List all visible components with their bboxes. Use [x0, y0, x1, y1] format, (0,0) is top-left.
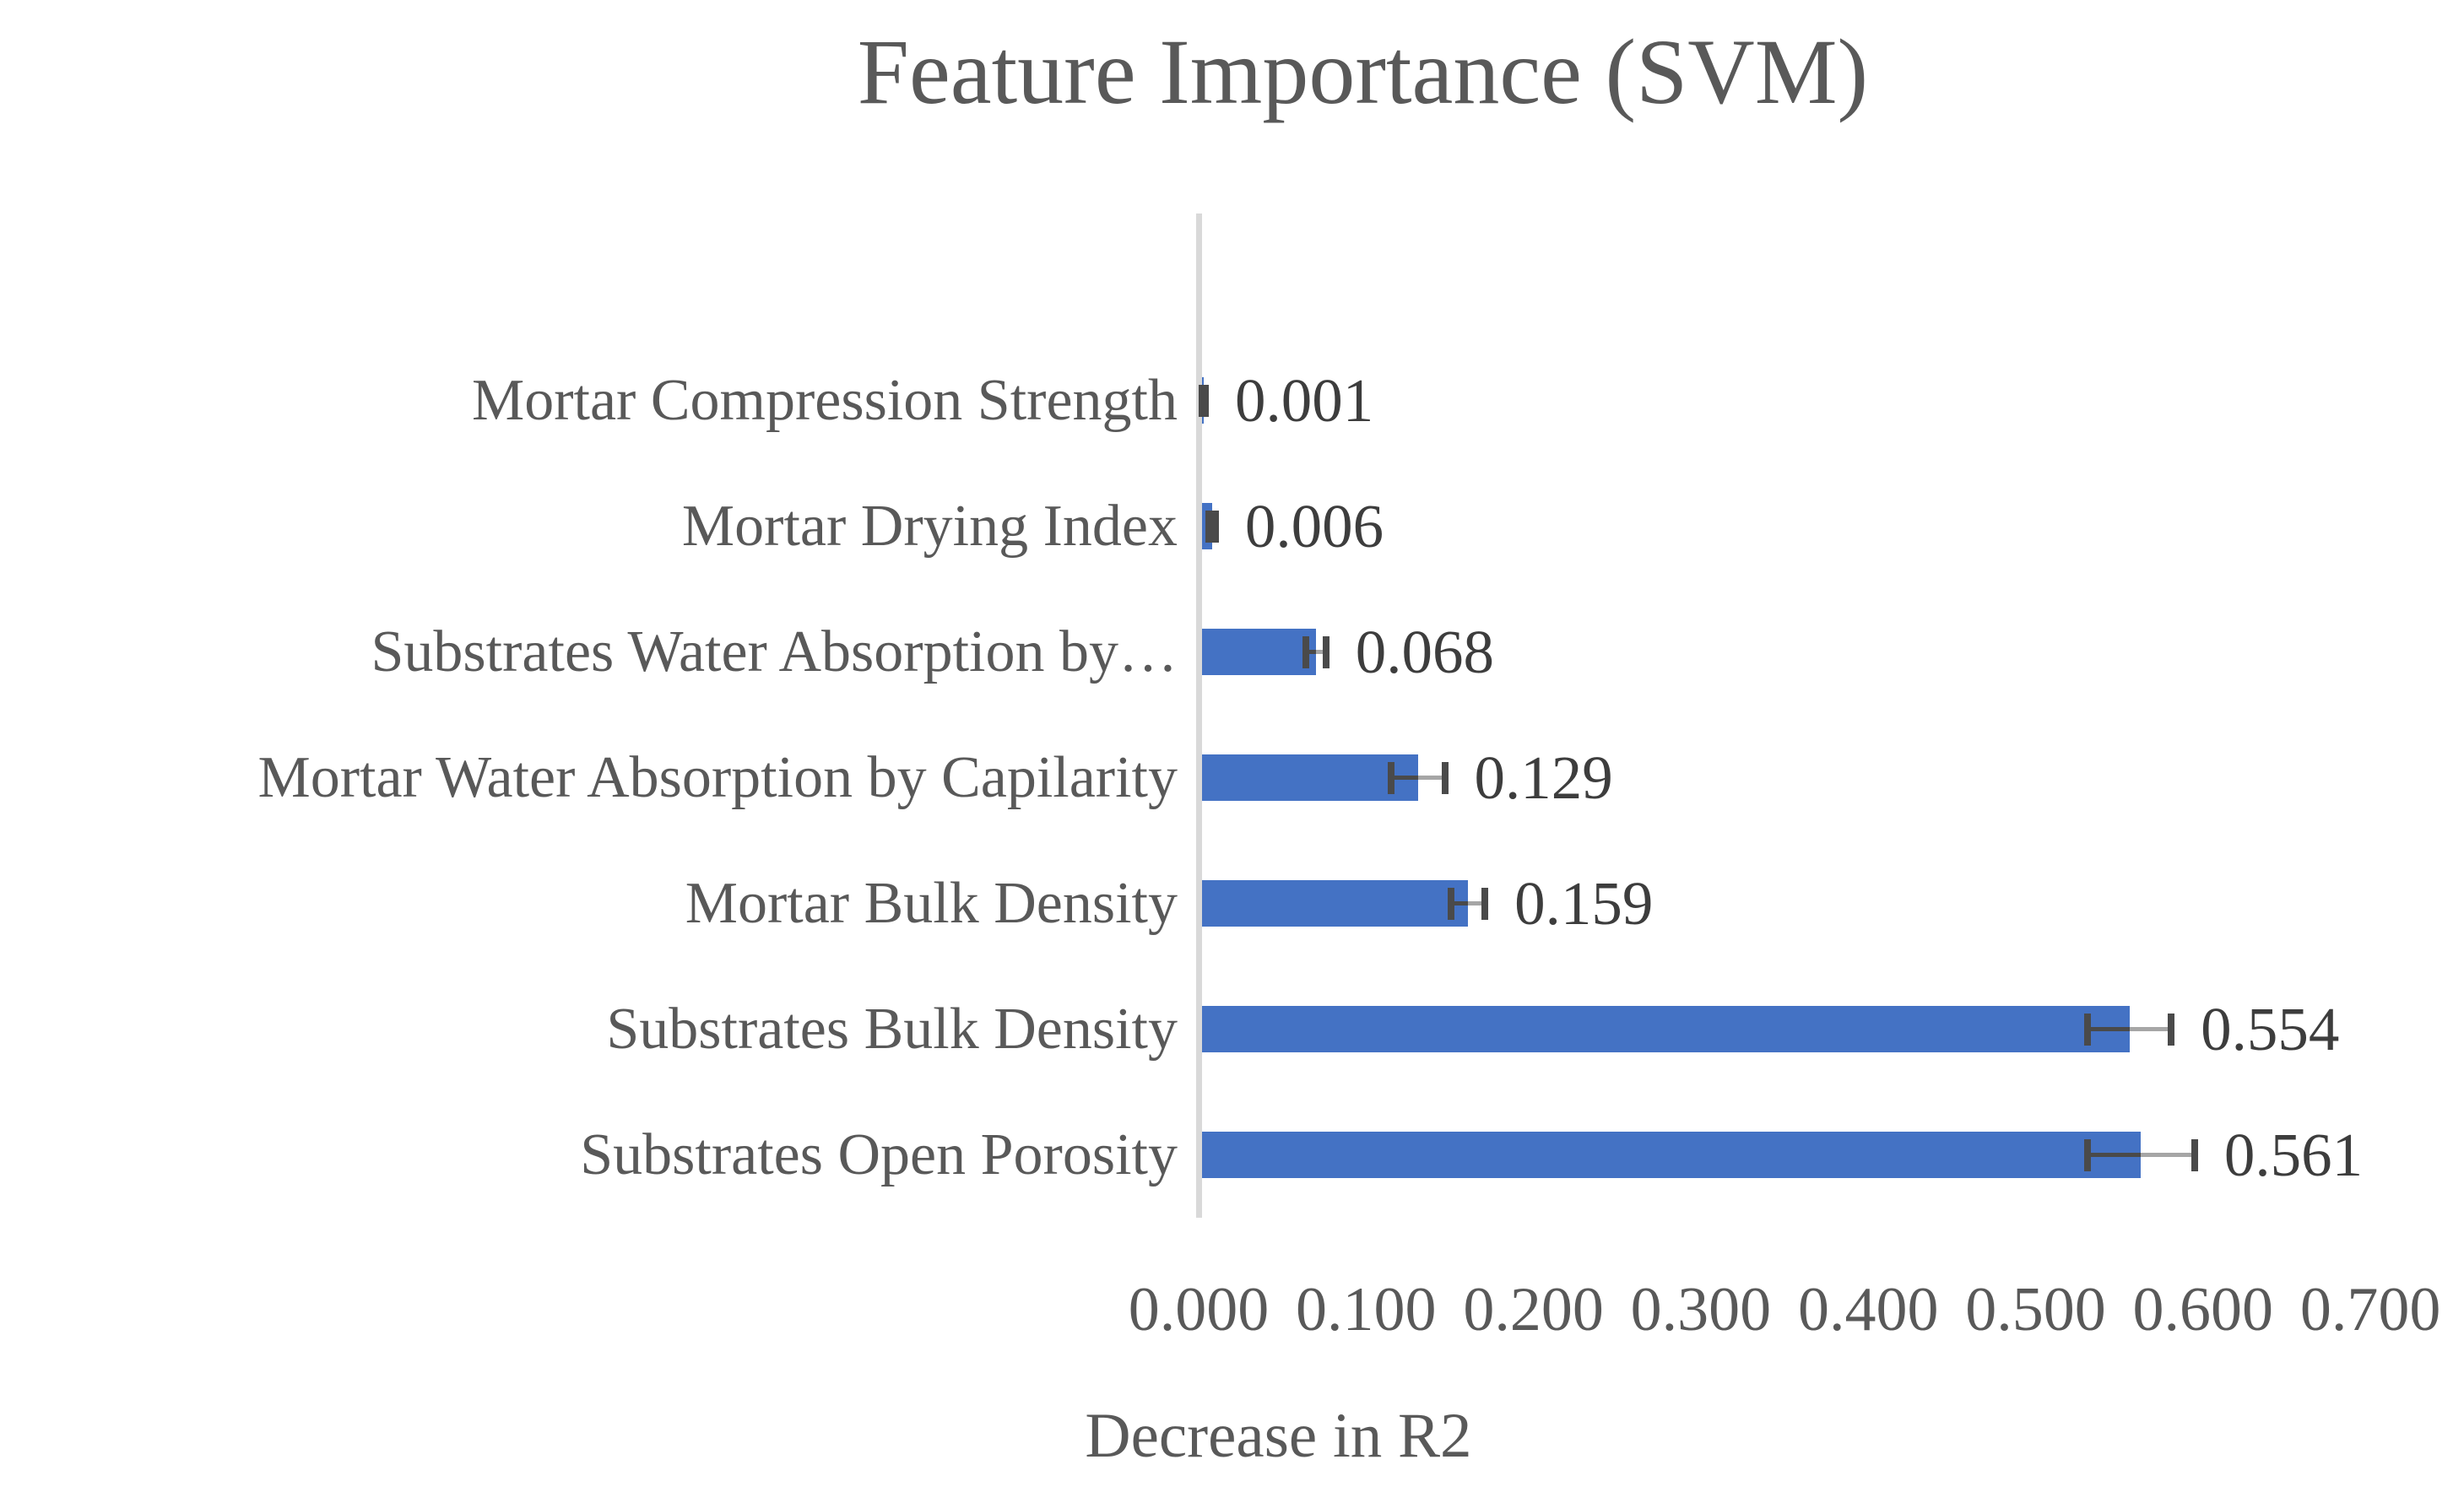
value-label: 0.129	[1474, 743, 1613, 812]
error-bar-right-cap	[1481, 887, 1489, 920]
error-bar-whisker-outer	[2129, 1027, 2172, 1031]
error-bar-left-cap	[1388, 761, 1395, 794]
bar	[1202, 1006, 2130, 1052]
x-tick-label: 0.300	[1630, 1275, 1772, 1344]
value-label: 0.006	[1244, 491, 1384, 560]
category-label: Substrates Bulk Density	[606, 996, 1178, 1062]
bar	[1202, 1132, 2142, 1178]
error-bar-whisker-outer	[1417, 776, 1445, 780]
x-tick-label: 0.100	[1296, 1275, 1437, 1344]
error-bar-whisker-outer	[1468, 901, 1486, 905]
error-bar-right-cap	[1322, 635, 1329, 668]
category-label: Mortar Compression Strength	[471, 367, 1178, 433]
x-tick-label: 0.600	[2132, 1275, 2274, 1344]
bar	[1202, 754, 1418, 801]
x-tick-label: 0.200	[1463, 1275, 1604, 1344]
error-bar-whisker-inner	[1305, 650, 1316, 654]
x-tick-label: 0.700	[2299, 1275, 2441, 1344]
value-label: 0.554	[2201, 994, 2340, 1063]
bar	[1202, 880, 1469, 927]
error-bar-whisker-inner	[2088, 1027, 2130, 1031]
error-bar-right-cap	[1211, 510, 1219, 543]
x-tick-label: 0.000	[1128, 1275, 1270, 1344]
error-bar-whisker-outer	[2141, 1153, 2195, 1157]
x-tick-label: 0.500	[1965, 1275, 2106, 1344]
error-bar-left-cap	[2084, 1013, 2091, 1046]
x-axis-title: Decrease in R2	[1085, 1401, 1472, 1471]
error-bar-left-cap	[1448, 887, 1455, 920]
error-bar-left-cap	[1205, 510, 1212, 543]
category-label: Mortar Water Absorption by Capilarity	[257, 744, 1178, 810]
bar	[1202, 629, 1316, 675]
value-label: 0.001	[1234, 365, 1374, 435]
error-bar-whisker-outer	[1315, 650, 1326, 654]
error-bar-right-cap	[1441, 761, 1449, 794]
value-label: 0.561	[2223, 1120, 2364, 1189]
error-bar-left-cap	[2084, 1138, 2091, 1171]
value-label: 0.068	[1355, 617, 1494, 686]
category-label: Mortar Drying Index	[681, 493, 1178, 559]
error-bar-left-cap	[1302, 635, 1309, 668]
category-axis-line	[1196, 214, 1202, 1218]
error-bar-whisker-inner	[1451, 901, 1469, 905]
category-label: Mortar Bulk Density	[685, 870, 1178, 936]
error-bar-right-cap	[2168, 1013, 2175, 1046]
x-tick-label: 0.400	[1797, 1275, 1939, 1344]
error-bar-whisker-inner	[1391, 776, 1418, 780]
error-bar-right-cap	[1201, 384, 1209, 417]
value-label: 0.159	[1514, 868, 1654, 938]
chart-title: Feature Importance (SVM)	[857, 20, 1869, 123]
category-label: Substrates Open Porosity	[580, 1122, 1178, 1187]
error-bar-whisker-inner	[2088, 1153, 2142, 1157]
error-bar-right-cap	[2191, 1138, 2198, 1171]
category-label: Substrates Water Absorption by…	[371, 619, 1178, 684]
